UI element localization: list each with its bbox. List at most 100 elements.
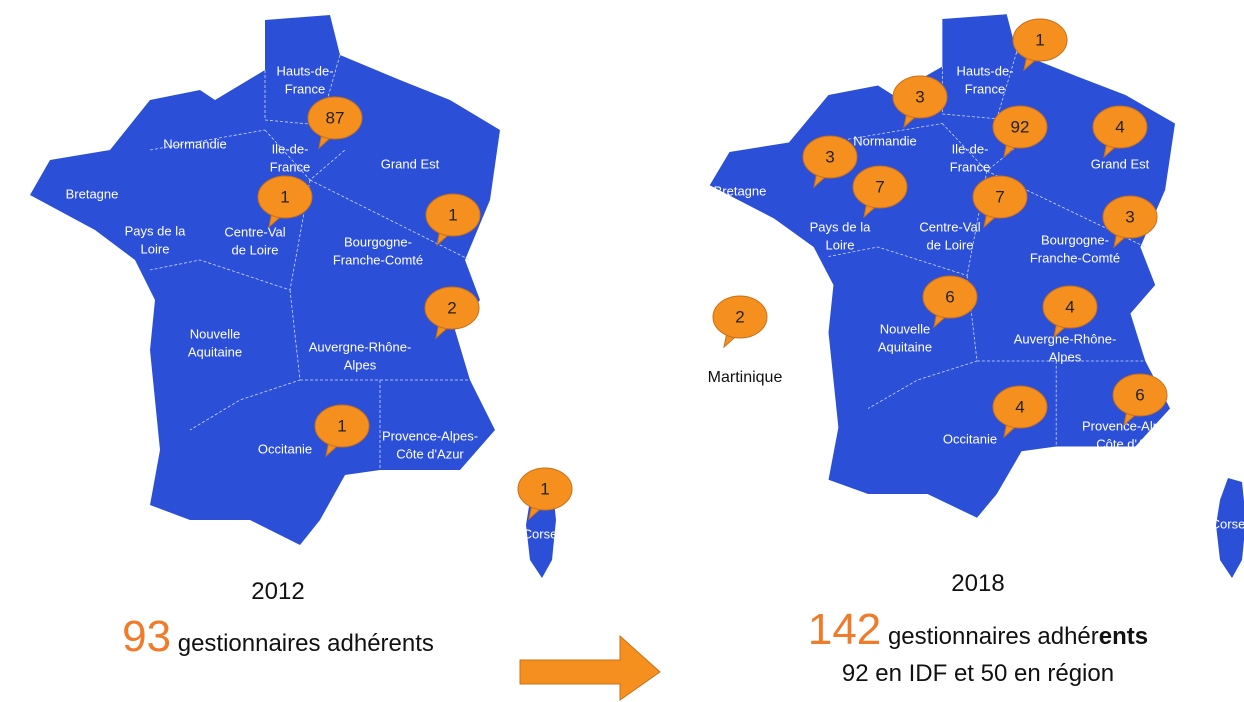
- bubble-body: [424, 286, 480, 330]
- bubble-value: 3: [1125, 207, 1134, 226]
- region-label: Aquitaine: [188, 344, 242, 359]
- bubble: 87: [307, 96, 363, 150]
- bubble-body: [892, 75, 948, 119]
- region-label: Bretagne: [66, 186, 119, 201]
- bubble: 3: [1102, 195, 1158, 249]
- bubble: 3: [892, 75, 948, 129]
- region-label: Nouvelle: [880, 321, 931, 336]
- region-label: Alpes: [1049, 349, 1082, 364]
- arrow: [519, 634, 661, 701]
- region-label: Aquitaine: [878, 339, 932, 354]
- bubble-value: 1: [1035, 30, 1044, 49]
- bubble: 1: [1012, 18, 1068, 72]
- caption-text: ents: [1098, 623, 1149, 650]
- year: 2012: [28, 578, 528, 606]
- bubble-value: 1: [337, 416, 346, 435]
- region-label: Normandie: [163, 136, 227, 151]
- region-label: Franche-Comté: [1030, 250, 1120, 265]
- region-label: Occitanie: [258, 441, 312, 456]
- bubble-body: [425, 193, 481, 237]
- bubble-value: 6: [945, 287, 954, 306]
- bubble-value: 6: [1135, 385, 1144, 404]
- caption-text: gestionnaires adhér: [887, 623, 1099, 650]
- region-label: Centre-Val: [224, 224, 285, 239]
- bubble-value: 1: [280, 187, 289, 206]
- bubble: 1: [314, 404, 370, 458]
- region-label: Franche-Comté: [333, 252, 423, 267]
- bubble: 7: [852, 165, 908, 219]
- bubble: 1: [517, 467, 573, 521]
- bubble: 2: [424, 286, 480, 340]
- bubble: 1: [425, 193, 481, 247]
- subcaption: 92 en IDF et 50 en région: [728, 660, 1228, 688]
- bubble-body: [712, 295, 768, 339]
- region-label: Centre-Val: [919, 219, 980, 234]
- bubble-body: [1012, 18, 1068, 62]
- region-label: Côte d'Azur: [1096, 436, 1164, 451]
- bubble: 1: [257, 175, 313, 229]
- bubble-body: [852, 165, 908, 209]
- bubble: 3: [802, 135, 858, 189]
- region-label: Pays de la: [125, 223, 186, 238]
- bubble: 2: [712, 295, 768, 349]
- year: 2018: [728, 570, 1228, 598]
- bubble-body: [1092, 105, 1148, 149]
- bubble-value: 87: [326, 108, 345, 127]
- bubble-body: [802, 135, 858, 179]
- bubble: 4: [1092, 105, 1148, 159]
- bubble: 6: [922, 275, 978, 329]
- bubble-value: 2: [735, 307, 744, 326]
- region-label: Grand Est: [381, 156, 440, 171]
- region-label: Alpes: [344, 357, 377, 372]
- bubble-value: 1: [448, 205, 457, 224]
- caption-text: 2012: [251, 578, 305, 605]
- bubble-body: [992, 385, 1048, 429]
- region-label: Corse: [1211, 516, 1244, 531]
- region-label: Loire: [826, 237, 855, 252]
- region-label: Côte d'Azur: [396, 446, 464, 461]
- region-label: Nouvelle: [190, 326, 241, 341]
- bubble-value: 4: [1115, 117, 1124, 136]
- caption-text: 92 en IDF et 50 en région: [841, 660, 1115, 687]
- region-label: de Loire: [232, 242, 279, 257]
- bubble: 92: [992, 105, 1048, 159]
- bubble-value: 2: [447, 298, 456, 317]
- bubble-value: 4: [1065, 297, 1074, 316]
- bubble: 7: [972, 175, 1028, 229]
- region-label: Pays de la: [810, 219, 871, 234]
- region-label: Occitanie: [943, 431, 997, 446]
- region-label: de Loire: [927, 237, 974, 252]
- france-2012: [30, 15, 500, 545]
- region-label: Provence-Alpes-: [382, 428, 478, 443]
- caption-text: 93: [122, 612, 172, 661]
- borders: [149, 52, 1146, 470]
- bubble-value: 7: [995, 187, 1004, 206]
- bubble-body: [257, 175, 313, 219]
- region-label: Hauts-de-: [276, 63, 333, 78]
- bubble-body: [517, 467, 573, 511]
- bubble-value: 4: [1015, 397, 1024, 416]
- caption-text: gestionnaires adhérents: [177, 630, 434, 657]
- total-line: 142 gestionnaires adhérents: [728, 605, 1228, 655]
- region-label: Loire: [141, 241, 170, 256]
- bubble-value: 1: [540, 479, 549, 498]
- region-label: Normandie: [853, 133, 917, 148]
- region-label: Ile-de-: [272, 141, 309, 156]
- bubble-body: [922, 275, 978, 319]
- bubble-body: [1102, 195, 1158, 239]
- bubble-body: [992, 105, 1048, 149]
- bubble-value: 7: [875, 177, 884, 196]
- region-label: Bourgogne-: [1041, 232, 1109, 247]
- region-label: Bourgogne-: [344, 234, 412, 249]
- bubble: 4: [992, 385, 1048, 439]
- caption-text: 142: [807, 605, 882, 654]
- caption-text: 2018: [951, 570, 1005, 597]
- region-label: Grand Est: [1091, 156, 1150, 171]
- bubble-value: 92: [1011, 117, 1030, 136]
- bubble-value: 3: [915, 87, 924, 106]
- bubble-body: [1112, 373, 1168, 417]
- region-label: France: [285, 81, 325, 96]
- region-label: Hauts-de-: [956, 63, 1013, 78]
